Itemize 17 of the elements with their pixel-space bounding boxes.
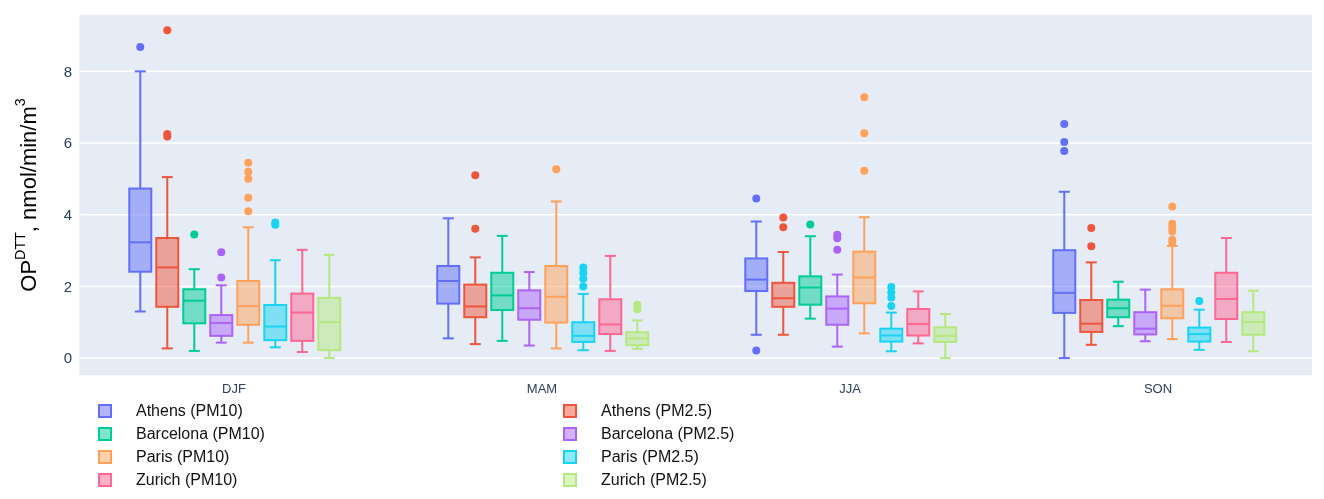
legend-label: Zurich (PM2.5) bbox=[601, 470, 707, 489]
y-tick-label: 2 bbox=[63, 277, 72, 295]
legend-label: Zurich (PM10) bbox=[136, 470, 238, 489]
legend-label: Barcelona (PM10) bbox=[136, 424, 265, 443]
x-tick-label: MAM bbox=[526, 381, 558, 397]
legend-label: Athens (PM10) bbox=[136, 401, 243, 420]
x-tick-label: SON bbox=[1143, 381, 1173, 397]
legend-label: Athens (PM2.5) bbox=[601, 401, 713, 420]
legend-label: Barcelona (PM2.5) bbox=[601, 424, 735, 443]
y-tick-label: 0 bbox=[63, 349, 72, 367]
x-tick-label: JJA bbox=[839, 381, 862, 397]
y-tick-label: 4 bbox=[63, 206, 72, 224]
y-tick-label: 8 bbox=[63, 62, 72, 80]
y-tick-label: 6 bbox=[63, 134, 72, 152]
legend-label: Paris (PM2.5) bbox=[601, 447, 699, 466]
legend-label: Paris (PM10) bbox=[136, 447, 230, 466]
x-tick-label: DJF bbox=[222, 381, 246, 397]
